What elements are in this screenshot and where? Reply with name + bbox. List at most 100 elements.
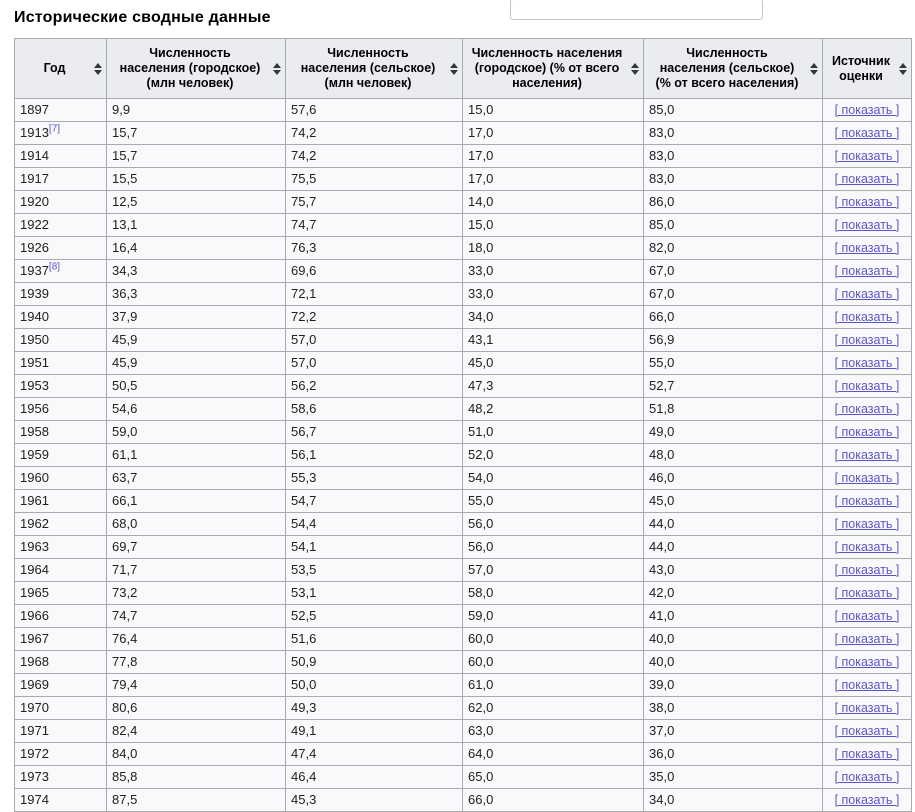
- show-link[interactable]: [ показать ]: [834, 379, 900, 393]
- show-link[interactable]: [ показать ]: [834, 402, 900, 416]
- show-link[interactable]: [ показать ]: [834, 724, 900, 738]
- sort-icon[interactable]: [631, 62, 639, 75]
- sort-icon[interactable]: [899, 62, 907, 75]
- show-link[interactable]: [ показать ]: [834, 218, 900, 232]
- rural-percent-cell: 44,0: [643, 535, 823, 559]
- source-cell: [ показать ]: [822, 742, 912, 766]
- sort-up-arrow-icon: [899, 62, 907, 68]
- rural-million-cell: 76,3: [285, 236, 463, 260]
- historical-data-table: Год Численность населения (городское) (м…: [14, 38, 912, 812]
- rural-percent-cell: 44,0: [643, 512, 823, 536]
- show-link[interactable]: [ показать ]: [834, 310, 900, 324]
- show-link[interactable]: [ показать ]: [834, 103, 900, 117]
- rural-percent-cell: 67,0: [643, 282, 823, 306]
- source-cell: [ показать ]: [822, 581, 912, 605]
- urban-percent-cell: 47,3: [462, 374, 644, 398]
- column-header[interactable]: Численность населения (сельское) (млн че…: [285, 38, 463, 99]
- reference-link[interactable]: [8]: [48, 261, 61, 273]
- show-link[interactable]: [ показать ]: [834, 793, 900, 807]
- show-link[interactable]: [ показать ]: [834, 149, 900, 163]
- rural-percent-cell: 42,0: [643, 581, 823, 605]
- sort-icon[interactable]: [810, 62, 818, 75]
- rural-percent-cell: 83,0: [643, 144, 823, 168]
- table-row: 1974 87,5 45,3 66,0 34,0 [ показать ]: [14, 788, 912, 812]
- column-header[interactable]: Источник оценки: [822, 38, 912, 99]
- year-cell: 1968: [14, 650, 107, 674]
- rural-percent-cell: 41,0: [643, 604, 823, 628]
- source-cell: [ показать ]: [822, 420, 912, 444]
- rural-million-cell: 75,7: [285, 190, 463, 214]
- sort-up-arrow-icon: [273, 62, 281, 68]
- show-link[interactable]: [ показать ]: [834, 126, 900, 140]
- rural-percent-cell: 83,0: [643, 167, 823, 191]
- year-value: 1969: [20, 677, 49, 692]
- rural-million-cell: 54,1: [285, 535, 463, 559]
- urban-percent-cell: 17,0: [462, 121, 644, 145]
- show-link[interactable]: [ показать ]: [834, 195, 900, 209]
- sort-icon[interactable]: [94, 62, 102, 75]
- year-value: 1926: [20, 240, 49, 255]
- show-link[interactable]: [ показать ]: [834, 448, 900, 462]
- urban-percent-cell: 56,0: [462, 512, 644, 536]
- show-link[interactable]: [ показать ]: [834, 356, 900, 370]
- rural-percent-cell: 55,0: [643, 351, 823, 375]
- source-cell: [ показать ]: [822, 650, 912, 674]
- source-cell: [ показать ]: [822, 489, 912, 513]
- show-link[interactable]: [ показать ]: [834, 655, 900, 669]
- reference-link[interactable]: [7]: [48, 123, 61, 135]
- sort-icon[interactable]: [273, 62, 281, 75]
- source-cell: [ показать ]: [822, 282, 912, 306]
- year-value: 1968: [20, 654, 49, 669]
- show-link[interactable]: [ показать ]: [834, 701, 900, 715]
- show-link[interactable]: [ показать ]: [834, 770, 900, 784]
- show-link[interactable]: [ показать ]: [834, 471, 900, 485]
- show-link[interactable]: [ показать ]: [834, 563, 900, 577]
- show-link[interactable]: [ показать ]: [834, 425, 900, 439]
- sort-up-arrow-icon: [631, 62, 639, 68]
- year-cell: 1922: [14, 213, 107, 237]
- sort-icon[interactable]: [450, 62, 458, 75]
- show-link[interactable]: [ показать ]: [834, 747, 900, 761]
- show-link[interactable]: [ показать ]: [834, 632, 900, 646]
- column-header[interactable]: Год: [14, 38, 107, 99]
- show-link[interactable]: [ показать ]: [834, 540, 900, 554]
- year-value: 1939: [20, 286, 49, 301]
- year-cell: 1969: [14, 673, 107, 697]
- show-link[interactable]: [ показать ]: [834, 241, 900, 255]
- rural-million-cell: 50,0: [285, 673, 463, 697]
- source-cell: [ показать ]: [822, 719, 912, 743]
- rural-million-cell: 74,7: [285, 213, 463, 237]
- column-header[interactable]: Численность населения (городское) (млн ч…: [106, 38, 286, 99]
- year-cell: 1940: [14, 305, 107, 329]
- source-cell: [ показать ]: [822, 535, 912, 559]
- show-link[interactable]: [ показать ]: [834, 264, 900, 278]
- year-cell: 1920: [14, 190, 107, 214]
- rural-million-cell: 51,6: [285, 627, 463, 651]
- urban-million-cell: 15,5: [106, 167, 286, 191]
- show-link[interactable]: [ показать ]: [834, 287, 900, 301]
- source-cell: [ показать ]: [822, 236, 912, 260]
- show-link[interactable]: [ показать ]: [834, 609, 900, 623]
- year-value: 1970: [20, 700, 49, 715]
- urban-percent-cell: 33,0: [462, 282, 644, 306]
- column-header[interactable]: Численность населения (сельское) (% от в…: [643, 38, 823, 99]
- show-link[interactable]: [ показать ]: [834, 586, 900, 600]
- year-value: 1960: [20, 470, 49, 485]
- year-value: 1963: [20, 539, 49, 554]
- show-link[interactable]: [ показать ]: [834, 172, 900, 186]
- show-link[interactable]: [ показать ]: [834, 333, 900, 347]
- urban-percent-cell: 60,0: [462, 627, 644, 651]
- show-link[interactable]: [ показать ]: [834, 678, 900, 692]
- top-search-input[interactable]: [510, 0, 763, 20]
- show-link[interactable]: [ показать ]: [834, 494, 900, 508]
- source-cell: [ показать ]: [822, 167, 912, 191]
- table-row: 1917 15,5 75,5 17,0 83,0 [ показать ]: [14, 167, 912, 191]
- rural-million-cell: 55,3: [285, 466, 463, 490]
- column-header[interactable]: Численность населения (городское) (% от …: [462, 38, 644, 99]
- rural-million-cell: 49,1: [285, 719, 463, 743]
- show-link[interactable]: [ показать ]: [834, 517, 900, 531]
- rural-percent-cell: 46,0: [643, 466, 823, 490]
- table-row: 1920 12,5 75,7 14,0 86,0 [ показать ]: [14, 190, 912, 214]
- year-cell: 1914: [14, 144, 107, 168]
- table-row: 1969 79,4 50,0 61,0 39,0 [ показать ]: [14, 673, 912, 697]
